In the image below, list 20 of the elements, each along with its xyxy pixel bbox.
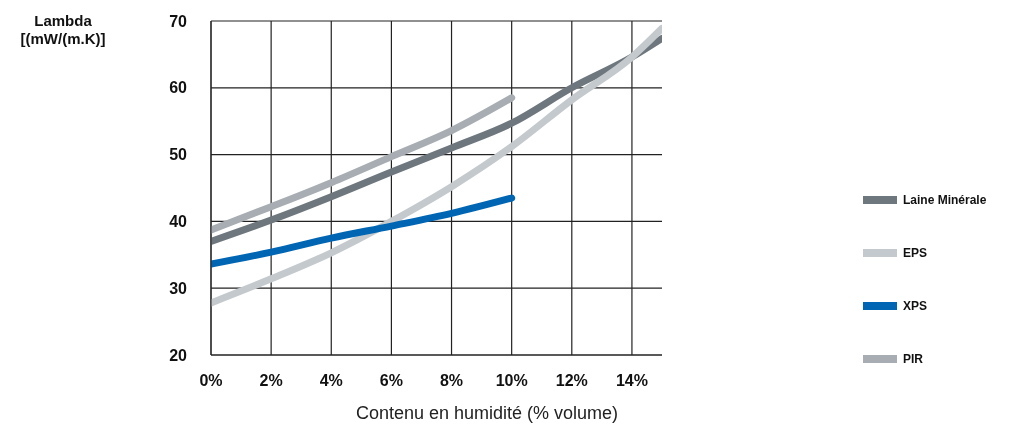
y-tick-label: 70 — [169, 12, 188, 30]
y-tick-label: 30 — [169, 279, 188, 297]
x-tick-label: 2% — [259, 372, 283, 390]
x-tick-label: 14% — [615, 372, 648, 390]
y-tick-label: 60 — [169, 79, 188, 97]
legend-label: Laine Minérale — [903, 192, 987, 207]
x-tick-label: 0% — [199, 372, 223, 390]
y-axis-title: Lambda [(mW/(m.K)] — [19, 12, 107, 48]
x-tick-label: 10% — [495, 372, 528, 390]
legend-label: EPS — [903, 245, 928, 260]
legend-label: PIR — [903, 351, 924, 366]
y-tick-label: 50 — [169, 146, 188, 164]
x-tick-label: 8% — [439, 372, 464, 390]
y-tick-label: 20 — [169, 346, 188, 364]
x-tick-label: 12% — [555, 372, 588, 390]
legend-label: XPS — [903, 298, 928, 313]
x-tick-label: 6% — [379, 372, 403, 390]
x-tick-label: 4% — [319, 372, 343, 390]
y-tick-label: 40 — [169, 213, 188, 231]
x-axis-title: Contenu en humidité (% volume) — [354, 403, 620, 424]
